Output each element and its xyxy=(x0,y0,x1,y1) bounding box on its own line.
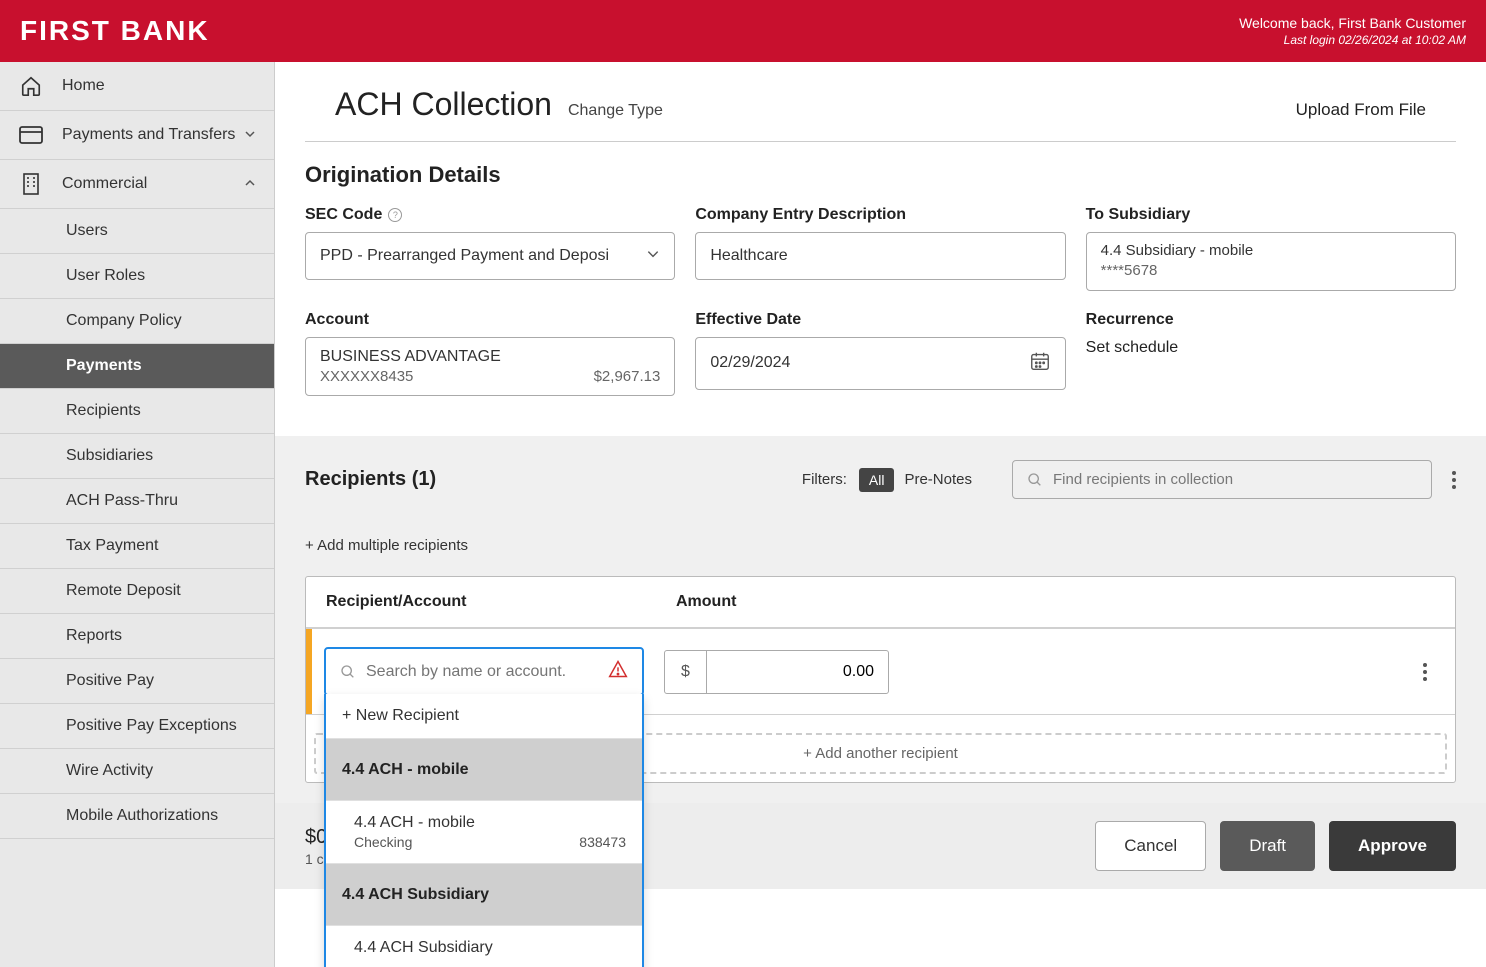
sidebar-item-wire-activity[interactable]: Wire Activity xyxy=(0,749,274,794)
card-icon xyxy=(18,124,44,146)
amount-input[interactable]: $ 0.00 xyxy=(664,650,889,694)
filter-pre-notes[interactable]: Pre-Notes xyxy=(904,471,972,488)
sidebar-item-positive-pay[interactable]: Positive Pay xyxy=(0,659,274,704)
page-title: ACH Collection xyxy=(335,86,552,123)
filter-all[interactable]: All xyxy=(859,468,895,492)
change-type-link[interactable]: Change Type xyxy=(568,102,663,120)
dropdown-group-header: 4.4 ACH - mobile xyxy=(326,739,642,801)
draft-button[interactable]: Draft xyxy=(1220,821,1315,871)
nav-commercial[interactable]: Commercial xyxy=(0,160,274,209)
more-menu[interactable] xyxy=(1452,471,1456,489)
table-header: Recipient/Account Amount xyxy=(306,577,1455,629)
sidebar-item-users[interactable]: Users xyxy=(0,209,274,254)
dropdown-item[interactable]: 4.4 ACH - mobile Checking 838473 xyxy=(326,801,642,864)
sidebar-item-subsidiaries[interactable]: Subsidiaries xyxy=(0,434,274,479)
sidebar-item-tax-payment[interactable]: Tax Payment xyxy=(0,524,274,569)
chevron-up-icon xyxy=(244,177,256,192)
col-amount: Amount xyxy=(676,593,926,611)
chevron-down-icon xyxy=(244,128,256,143)
sidebar-item-mobile-authorizations[interactable]: Mobile Authorizations xyxy=(0,794,274,839)
company-entry-label: Company Entry Description xyxy=(695,206,1065,224)
main-content: ACH Collection Change Type Upload From F… xyxy=(275,62,1486,967)
filters-label: Filters: xyxy=(802,471,847,488)
recipients-table: Recipient/Account Amount + New Recipient xyxy=(275,576,1486,803)
amount-value: 0.00 xyxy=(707,651,888,693)
upload-from-file-link[interactable]: Upload From File xyxy=(1296,100,1426,120)
sidebar-item-ach-pass-thru[interactable]: ACH Pass-Thru xyxy=(0,479,274,524)
sidebar-item-company-policy[interactable]: Company Policy xyxy=(0,299,274,344)
col-recipient: Recipient/Account xyxy=(326,593,676,611)
sec-code-label: SEC Code ? xyxy=(305,206,675,224)
row-more-menu[interactable] xyxy=(1423,663,1427,681)
sidebar-item-reports[interactable]: Reports xyxy=(0,614,274,659)
sec-code-select[interactable]: PPD - Prearranged Payment and Deposi xyxy=(305,232,675,280)
recipients-header: Recipients (1) Filters: All Pre-Notes Fi… xyxy=(275,436,1486,523)
welcome-block: Welcome back, First Bank Customer Last l… xyxy=(1239,15,1466,47)
search-recipients-input[interactable]: Find recipients in collection xyxy=(1012,460,1432,499)
welcome-text: Welcome back, First Bank Customer xyxy=(1239,15,1466,31)
sidebar-item-recipients[interactable]: Recipients xyxy=(0,389,274,434)
last-login-text: Last login 02/26/2024 at 10:02 AM xyxy=(1239,33,1466,47)
sidebar-item-payments[interactable]: Payments xyxy=(0,344,274,389)
sidebar: Home Payments and Transfers Commercial U… xyxy=(0,62,275,967)
row-marker xyxy=(306,629,312,714)
recipient-search-input[interactable]: + New Recipient 4.4 ACH - mobile 4.4 ACH… xyxy=(324,647,644,696)
table-row: + New Recipient 4.4 ACH - mobile 4.4 ACH… xyxy=(306,629,1455,715)
to-subsidiary-select[interactable]: 4.4 Subsidiary - mobile ****5678 xyxy=(1086,232,1456,291)
recipients-title: Recipients (1) xyxy=(305,468,436,491)
origination-section: Origination Details SEC Code ? PPD - Pre… xyxy=(275,142,1486,436)
nav-home[interactable]: Home xyxy=(0,62,274,111)
recurrence-label: Recurrence xyxy=(1086,311,1456,329)
approve-button[interactable]: Approve xyxy=(1329,821,1456,871)
dropdown-group-header: 4.4 ACH Subsidiary xyxy=(326,864,642,926)
set-schedule-link[interactable]: Set schedule xyxy=(1086,339,1456,357)
currency-symbol: $ xyxy=(665,651,707,693)
effective-date-label: Effective Date xyxy=(695,311,1065,329)
calendar-icon xyxy=(1029,350,1051,377)
recipient-dropdown: + New Recipient 4.4 ACH - mobile 4.4 ACH… xyxy=(324,694,644,967)
sidebar-item-user-roles[interactable]: User Roles xyxy=(0,254,274,299)
logo: FIRST BANK xyxy=(20,15,210,47)
search-icon xyxy=(340,664,356,680)
warning-icon xyxy=(608,659,628,684)
chevron-down-icon xyxy=(646,247,660,266)
app-header: FIRST BANK Welcome back, First Bank Cust… xyxy=(0,0,1486,62)
building-icon xyxy=(18,173,44,195)
cancel-button[interactable]: Cancel xyxy=(1095,821,1206,871)
account-select[interactable]: BUSINESS ADVANTAGE XXXXXX8435 $2,967.13 xyxy=(305,337,675,397)
page-header: ACH Collection Change Type Upload From F… xyxy=(305,62,1456,142)
to-subsidiary-label: To Subsidiary xyxy=(1086,206,1456,224)
nav-label: Commercial xyxy=(62,175,147,193)
home-icon xyxy=(18,75,44,97)
dropdown-item[interactable]: 4.4 ACH Subsidiary xyxy=(326,926,642,967)
origination-title: Origination Details xyxy=(305,162,1456,188)
account-label: Account xyxy=(305,311,675,329)
new-recipient-option[interactable]: + New Recipient xyxy=(326,694,642,739)
search-icon xyxy=(1027,472,1043,488)
company-entry-input[interactable]: Healthcare xyxy=(695,232,1065,280)
recipient-search-field[interactable] xyxy=(366,663,608,681)
sidebar-item-positive-pay-exceptions[interactable]: Positive Pay Exceptions xyxy=(0,704,274,749)
add-multiple-recipients-link[interactable]: + Add multiple recipients xyxy=(275,523,1486,576)
sidebar-item-remote-deposit[interactable]: Remote Deposit xyxy=(0,569,274,614)
nav-label: Home xyxy=(62,77,105,95)
nav-label: Payments and Transfers xyxy=(62,126,235,144)
help-icon[interactable]: ? xyxy=(388,208,402,222)
effective-date-input[interactable]: 02/29/2024 xyxy=(695,337,1065,390)
nav-payments-transfers[interactable]: Payments and Transfers xyxy=(0,111,274,160)
